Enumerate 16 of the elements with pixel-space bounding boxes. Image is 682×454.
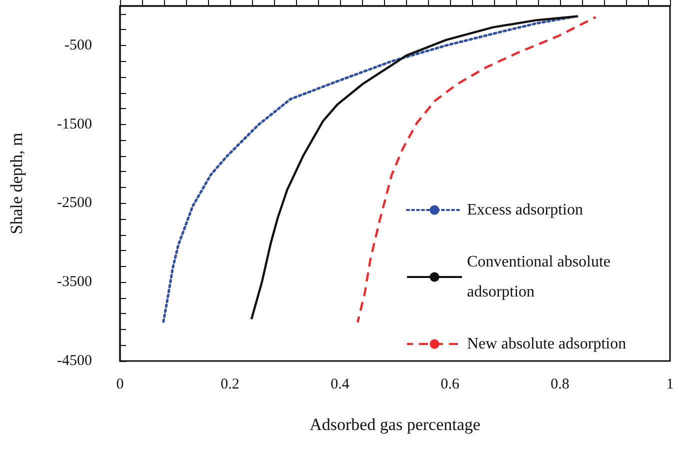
x-tick-label: 0.6 [440,376,460,392]
y-tick-label: -3500 [57,274,92,290]
y-tick-label: -4500 [57,353,92,369]
legend-label: Excess adsorption [467,202,583,218]
legend-label: New absolute adsorption [467,336,626,352]
y-tick-label: -500 [64,37,92,54]
x-tick-label: 0 [116,376,124,392]
x-tick-label: 0.4 [330,376,350,392]
x-axis-title: Adsorbed gas percentage [310,415,480,434]
x-tick-label: 0.2 [220,376,240,392]
legend-label: Conventional absolute adsorption [467,254,615,300]
y-axis-title: Shale depth, m [7,132,26,234]
x-tick-label: 0.8 [550,376,570,392]
x-tick-label: 1 [666,376,674,392]
y-tick-label: -2500 [57,195,92,212]
y-tick-label: -1500 [57,116,92,132]
